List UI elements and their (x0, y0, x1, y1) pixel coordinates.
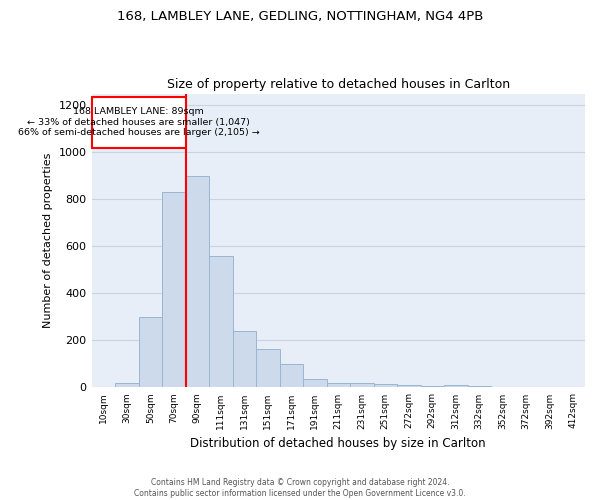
Bar (421, 386, 444, 388)
Bar (303, 379, 326, 388)
Bar (397, 385, 421, 388)
Bar (374, 384, 397, 388)
Bar (233, 331, 256, 388)
Text: 168, LAMBLEY LANE, GEDLING, NOTTINGHAM, NG4 4PB: 168, LAMBLEY LANE, GEDLING, NOTTINGHAM, … (117, 10, 483, 23)
Bar (444, 385, 467, 388)
Bar (467, 386, 491, 388)
Bar (162, 192, 185, 388)
Bar (209, 256, 233, 388)
Bar (92, 97, 185, 148)
Bar (280, 364, 303, 388)
Text: 168 LAMBLEY LANE: 89sqm
← 33% of detached houses are smaller (1,047)
66% of semi: 168 LAMBLEY LANE: 89sqm ← 33% of detache… (18, 108, 259, 138)
Bar (185, 176, 209, 388)
X-axis label: Distribution of detached houses by size in Carlton: Distribution of detached houses by size … (190, 437, 486, 450)
Y-axis label: Number of detached properties: Number of detached properties (43, 153, 53, 328)
Bar (326, 382, 350, 388)
Bar (139, 317, 162, 388)
Bar (115, 382, 139, 388)
Text: Contains HM Land Registry data © Crown copyright and database right 2024.
Contai: Contains HM Land Registry data © Crown c… (134, 478, 466, 498)
Bar (256, 348, 280, 388)
Bar (350, 382, 374, 388)
Title: Size of property relative to detached houses in Carlton: Size of property relative to detached ho… (167, 78, 510, 91)
